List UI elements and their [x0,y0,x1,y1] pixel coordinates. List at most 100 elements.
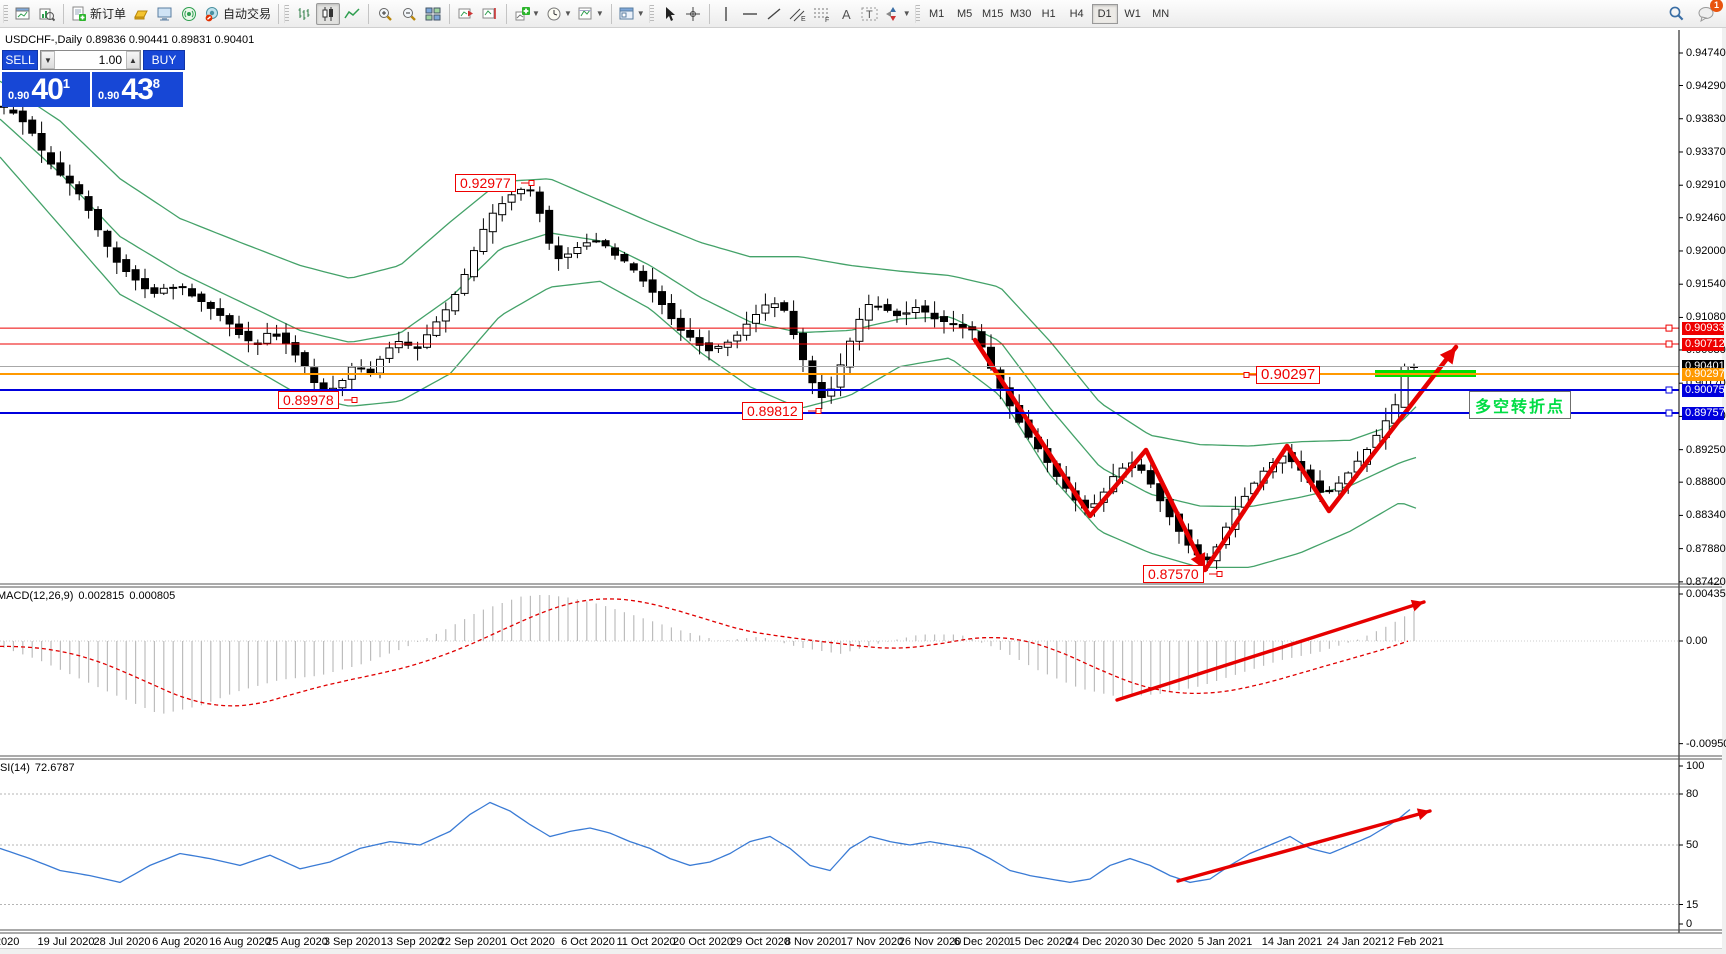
window-right-edge [1722,28,1726,954]
toolbar-grip [3,4,8,23]
svg-text:F: F [825,17,829,22]
price-axis-label: 0.90297 [1682,367,1725,381]
sell-price-display[interactable]: 0.90 40 1 [2,72,90,107]
date-tick-label: 6 Oct 2020 [561,936,615,948]
price-flag-0.87570[interactable]: 0.87570 [1143,565,1204,583]
arrows-tool-button[interactable]: ▼ [882,3,914,25]
timeframe-M15[interactable]: M15 [981,7,1004,20]
template-icon [578,7,592,19]
crosshair-icon [685,6,700,21]
rsi-pane[interactable] [0,759,1679,930]
rsi-tick-label: 0 [1686,918,1693,930]
auto-scroll-icon [458,8,474,18]
date-tick-label: 24 Dec 2020 [1066,936,1130,948]
toolbar-separator [610,3,612,24]
market-watch-button[interactable] [129,3,153,25]
search-icon [1669,6,1683,21]
toolbar-separator [368,3,370,24]
macd-name: MACD(12,26,9) [0,590,74,602]
chart-window-button[interactable] [11,3,35,25]
toolbar-separator [63,3,64,24]
timeframe-M5[interactable]: M5 [957,7,973,20]
fibonacci-tool-button[interactable]: F [810,3,834,25]
volume-input[interactable] [55,51,126,69]
price-tick-label: 0.92910 [1686,179,1726,192]
auto-scroll-button[interactable] [454,3,478,25]
price-flag-0.89812[interactable]: 0.89812 [742,402,803,420]
indicators-button[interactable]: ▼ [511,3,543,25]
autotrade-button[interactable]: 自动交易 [201,3,274,25]
trendline-icon [767,7,781,20]
timeframe-M30[interactable]: M30 [1009,7,1032,20]
hline-tool-button[interactable] [738,3,762,25]
date-tick-label: 17 Nov 2020 [840,936,904,948]
timeframe-H4[interactable]: H4 [1069,7,1084,20]
price-tick-label: 0.94740 [1686,47,1726,59]
text-tool-button[interactable]: A [834,3,858,25]
sell-button[interactable]: SELL [2,50,38,70]
price-tick-label: 0.94290 [1686,79,1726,92]
toolbar-grip [648,4,654,23]
volume-spinner: ▼ ▲ [40,50,141,70]
date-tick-label: 19 Jul 2020 [37,936,95,948]
buy-price-big: 43 [121,73,153,106]
price-axis-label: 0.90933 [1682,321,1725,335]
pivot-note[interactable]: 多空转折点 [1469,391,1572,419]
macd-pane[interactable] [0,587,1679,756]
trendline-tool-button[interactable] [762,3,786,25]
price-flag-0.92977[interactable]: 0.92977 [455,174,516,192]
periods-button[interactable]: ▼ [543,3,575,25]
channel-tool-button[interactable]: E [786,3,810,25]
buy-price-display[interactable]: 0.90 43 8 [92,72,183,107]
chart-shift-button[interactable] [478,3,502,25]
volume-increase-button[interactable]: ▲ [126,51,140,69]
timeframe-D1[interactable]: D1 [1091,3,1118,24]
volume-decrease-button[interactable]: ▼ [41,51,55,69]
price-axis-label: 0.90075 [1682,383,1725,397]
terminal-button[interactable] [153,3,177,25]
macd-label: MACD(12,26,9) 0.002815 0.000805 [0,590,180,602]
bar-chart-mode-button[interactable] [292,3,316,25]
price-tick-label: 0.91540 [1686,278,1726,291]
strategy-tester-button[interactable] [35,3,59,25]
price-flag-0.90297[interactable]: 0.90297 [1256,366,1321,384]
templates-button[interactable]: ▼ [575,3,607,25]
date-tick-label: 16 Aug 2020 [209,936,271,948]
rsi-tick-label: 100 [1686,760,1705,772]
svg-text:E: E [801,16,806,22]
cursor-tool-button[interactable] [657,3,681,25]
new-order-button[interactable]: 新订单 [68,3,129,25]
label-tool-button[interactable]: T [858,3,882,25]
crosshair-tool-button[interactable] [681,3,705,25]
chart-window-icon [15,7,30,19]
window-bottom-edge [0,948,1726,954]
price-tick-label: 0.93370 [1686,145,1726,158]
zoom-out-button[interactable] [397,3,421,25]
timeframe-M1[interactable]: M1 [929,7,945,20]
tile-windows-button[interactable] [421,3,445,25]
notification-badge: 1 [1710,0,1723,12]
chart-title: USDCHF-,Daily 0.89836 0.90441 0.89831 0.9… [5,34,258,46]
search-button[interactable] [1664,3,1688,25]
price-flag-0.89978[interactable]: 0.89978 [278,391,339,409]
buy-price-sup: 8 [152,76,161,91]
signals-button[interactable] [177,3,201,25]
buy-button[interactable]: BUY [143,50,185,70]
horizontal-line-icon [742,12,757,15]
vline-tool-button[interactable] [714,3,738,25]
main-chart-pane[interactable] [0,30,1679,584]
terminal-icon [157,7,172,20]
timeframe-W1[interactable]: W1 [1124,7,1141,20]
profiles-button[interactable]: ▼ [616,3,648,25]
add-indicator-icon [515,6,531,20]
chart-shift-icon [482,7,496,19]
timeframe-H1[interactable]: H1 [1041,7,1056,20]
zoom-in-button[interactable] [373,3,397,25]
candlestick-mode-button[interactable] [316,2,341,25]
dropdown-caret-icon: ▼ [595,9,604,18]
date-tick-label: 6 Aug 2020 [152,936,208,948]
line-chart-mode-button[interactable] [340,3,364,25]
timeframe-MN[interactable]: MN [1152,7,1170,20]
notifications-button[interactable]: 1 [1694,0,1723,25]
